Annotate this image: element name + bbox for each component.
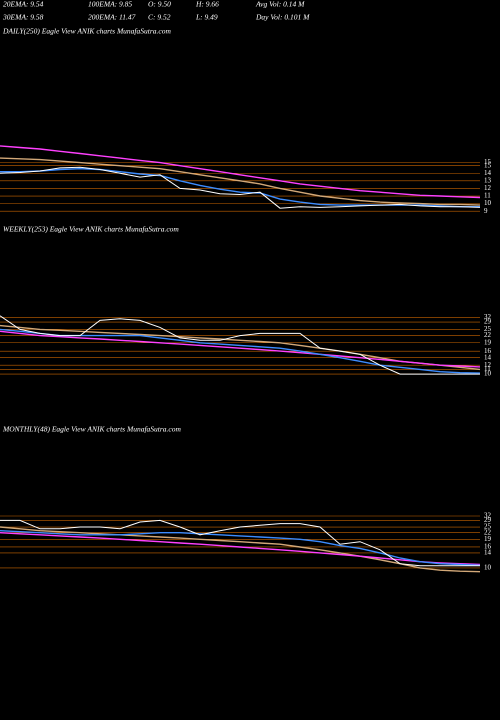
panel-title: DAILY(250) Eagle View ANIK charts Munafa… (2, 27, 171, 36)
panel-title: WEEKLY(253) Eagle View ANIK charts Munaf… (3, 225, 179, 234)
header-item: L: 9.49 (195, 13, 218, 22)
y-tick-label: 15 (484, 161, 492, 169)
series-line (0, 315, 480, 375)
series-line (0, 145, 481, 199)
y-tick-label: 12 (484, 184, 492, 192)
y-tick-label: 13 (484, 176, 492, 184)
header-item: Avg Vol: 0.14 M (255, 0, 305, 9)
header-item: H: 9.66 (195, 0, 219, 9)
y-tick-label: 14 (484, 549, 492, 557)
y-tick-label: 14 (484, 169, 492, 177)
series-line (0, 330, 481, 368)
header-item: C: 9.52 (148, 13, 171, 22)
y-tick-label: 10 (484, 564, 492, 572)
y-tick-label: 25 (484, 523, 492, 531)
y-tick-label: 25 (484, 325, 492, 333)
y-tick-label: 16 (484, 543, 492, 551)
y-tick-label: 32 (484, 512, 492, 520)
y-tick-label: 12 (484, 361, 492, 369)
header-item: 30EMA: 9.58 (2, 13, 44, 22)
series-line (0, 532, 481, 566)
header-item: 200EMA: 11.47 (88, 13, 136, 22)
y-tick-label: 14 (484, 353, 492, 361)
series-line (0, 157, 481, 206)
y-tick-label: 29 (484, 318, 492, 326)
panel-title: MONTHLY(48) Eagle View ANIK charts Munaf… (2, 425, 181, 434)
y-tick-label: 9 (484, 207, 488, 215)
series-line (0, 167, 480, 208)
series-line (0, 519, 480, 567)
header-item: 100EMA: 9.85 (88, 0, 132, 9)
y-tick-label: 19 (484, 338, 492, 346)
y-tick-label: 29 (484, 516, 492, 524)
series-line (0, 530, 481, 566)
y-tick-label: 11 (484, 192, 491, 200)
series-line (0, 166, 481, 209)
header-item: O: 9.50 (148, 0, 171, 9)
y-tick-label: 22 (484, 528, 492, 536)
y-tick-label: 10 (484, 199, 492, 207)
y-tick-label: 15 (484, 158, 492, 166)
y-tick-label: 16 (484, 347, 492, 355)
y-tick-label: 19 (484, 535, 492, 543)
y-tick-label: 22 (484, 331, 492, 339)
y-tick-label: 10 (484, 370, 492, 378)
y-tick-label: 32 (484, 313, 492, 321)
header-item: 20EMA: 9.54 (3, 0, 44, 9)
y-tick-label: 11 (484, 365, 491, 373)
header-item: Day Vol: 0.101 M (255, 13, 310, 22)
